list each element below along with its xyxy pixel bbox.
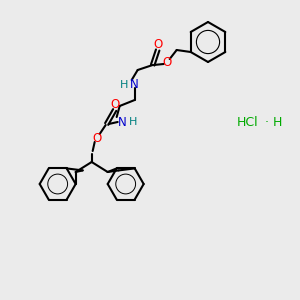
Text: N: N — [118, 116, 127, 128]
Text: N: N — [130, 79, 139, 92]
Text: H: H — [120, 80, 129, 90]
Text: H: H — [129, 117, 137, 127]
Text: O: O — [162, 56, 171, 70]
Text: O: O — [110, 98, 119, 112]
Text: O: O — [92, 131, 101, 145]
Text: O: O — [153, 38, 162, 52]
Text: HCl: HCl — [237, 116, 259, 128]
Text: · H: · H — [265, 116, 282, 128]
